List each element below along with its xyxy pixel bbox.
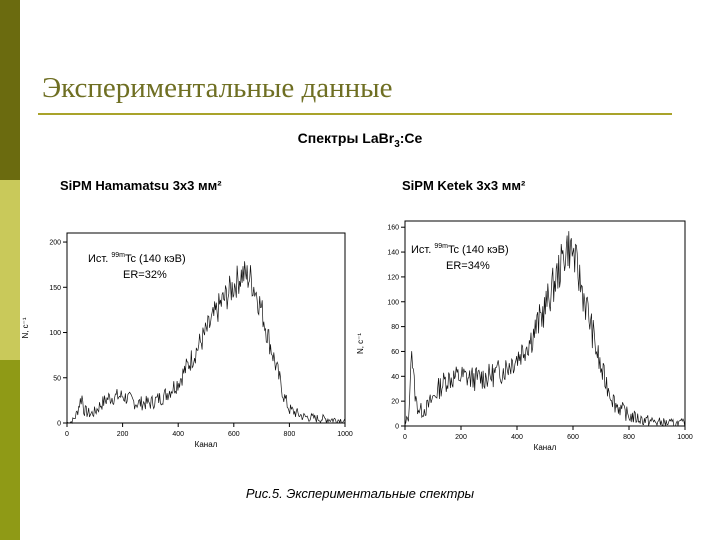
- annotation-isotope: Tc (140 кэВ): [448, 244, 509, 256]
- annotation-superscript: 99m: [434, 243, 448, 250]
- y-tick-label: 50: [53, 375, 61, 382]
- y-tick-label: 80: [391, 324, 399, 331]
- subtitle-subscript: 3: [394, 138, 400, 150]
- y-tick-label: 140: [387, 250, 399, 257]
- axes-frame: [66, 232, 346, 424]
- x-axis-label: Канал: [195, 440, 218, 449]
- panel-label-ketek: SiPM Ketek 3x3 мм²: [402, 178, 526, 193]
- annotation-er: ER=32%: [123, 269, 167, 281]
- x-tick-label: 200: [117, 431, 129, 438]
- annotation-er: ER=34%: [446, 260, 490, 272]
- x-tick-label: 600: [228, 431, 240, 438]
- annotation-isotope: Tc (140 кэВ): [125, 253, 186, 265]
- y-axis-label: N, c⁻¹: [356, 333, 365, 354]
- subtitle-suffix: :Ce: [399, 130, 423, 146]
- spectrum-line: [66, 261, 346, 425]
- y-tick-label: 60: [391, 349, 399, 356]
- x-tick-label: 0: [65, 431, 69, 438]
- y-tick-label: 120: [387, 274, 399, 281]
- x-tick-label: 800: [284, 431, 296, 438]
- x-axis-label: Канал: [534, 443, 557, 452]
- x-tick-label: 600: [567, 434, 579, 441]
- annotation-prefix: Ист.: [88, 253, 111, 265]
- y-axis-label: N, c⁻¹: [21, 317, 30, 338]
- y-tick-label: 40: [391, 374, 399, 381]
- panel-label-hamamatsu: SiPM Hamamatsu 3x3 мм²: [60, 178, 222, 193]
- annotation-prefix: Ист.: [411, 244, 434, 256]
- axes-frame: [404, 220, 686, 427]
- x-tick-label: 1000: [677, 434, 693, 441]
- annotation-superscript: 99m: [111, 252, 125, 259]
- y-tick-label: 20: [391, 399, 399, 406]
- y-tick-label: 0: [395, 424, 399, 431]
- x-tick-label: 1000: [337, 431, 353, 438]
- y-tick-label: 150: [49, 285, 61, 292]
- subtitle-text: Спектры LaBr: [297, 130, 395, 146]
- slide-subtitle: Спектры LaBr3:Ce: [0, 130, 720, 150]
- y-tick-label: 100: [387, 299, 399, 306]
- annotation-source: Ист. 99mTc (140 кэВ): [411, 243, 509, 256]
- x-tick-label: 400: [172, 431, 184, 438]
- stripe-top: [0, 0, 20, 180]
- y-tick-label: 160: [387, 225, 399, 232]
- y-tick-label: 100: [49, 330, 61, 337]
- chart-hamamatsu: 0 200 400 600 800 1000 0 50 100 150 200 Канал N, c⁻¹…: [21, 232, 353, 449]
- title-divider: [38, 113, 672, 115]
- x-tick-label: 0: [403, 434, 407, 441]
- x-tick-label: 800: [623, 434, 635, 441]
- stripe-bottom: [0, 360, 20, 540]
- x-tick-label: 400: [511, 434, 523, 441]
- y-tick-label: 200: [49, 240, 61, 247]
- x-tick-label: 200: [455, 434, 467, 441]
- spectrum-line: [404, 231, 686, 427]
- chart-ketek: 0 200 400 600 800 1000 0 20 40 60 80 100 120 140 160 Ка…: [356, 220, 693, 452]
- stripe-middle: [0, 180, 20, 360]
- annotation-source: Ист. 99mTc (140 кэВ): [88, 252, 186, 265]
- slide-title: Экспериментальные данные: [42, 72, 393, 104]
- y-tick-label: 0: [57, 421, 61, 428]
- figure-caption: Рис.5. Экспериментальные спектры: [245, 486, 475, 501]
